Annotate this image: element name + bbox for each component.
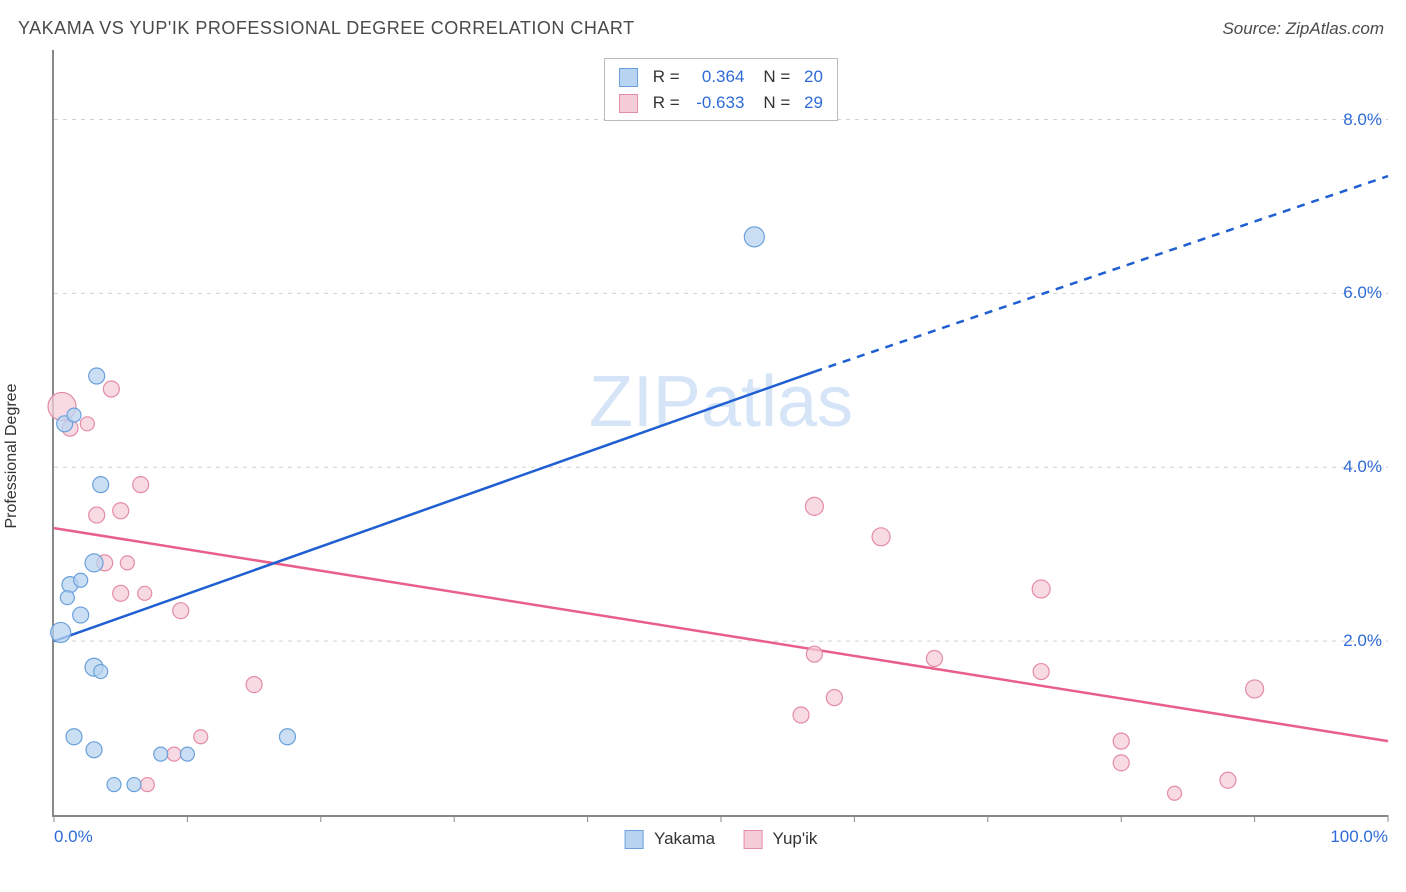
x-max-label: 100.0% xyxy=(1330,827,1388,847)
plot-area: ZIPatlas R = 0.364 N = 20 R = -0.633 N =… xyxy=(52,50,1388,817)
y-tick-label: 6.0% xyxy=(1343,283,1382,303)
corr-row-yupik: R = -0.633 N = 29 xyxy=(619,90,823,116)
n-label: N = xyxy=(763,93,795,112)
y-tick-label: 4.0% xyxy=(1343,457,1382,477)
r-value-yakama: 0.364 xyxy=(684,64,744,90)
source-credit: Source: ZipAtlas.com xyxy=(1222,19,1384,39)
y-axis-title: Professional Degree xyxy=(3,384,21,529)
x-min-label: 0.0% xyxy=(54,827,93,847)
legend-item-yupik: Yup'ik xyxy=(743,829,817,849)
swatch-yakama xyxy=(619,68,638,87)
n-value-yupik: 29 xyxy=(795,90,823,116)
correlation-legend: R = 0.364 N = 20 R = -0.633 N = 29 xyxy=(604,58,838,121)
r-label: R = xyxy=(653,67,685,86)
r-value-yupik: -0.633 xyxy=(684,90,744,116)
swatch-yakama xyxy=(625,830,644,849)
swatch-yupik xyxy=(619,94,638,113)
n-label: N = xyxy=(763,67,795,86)
scatter-points xyxy=(54,50,1388,815)
y-tick-label: 8.0% xyxy=(1343,110,1382,130)
chart-title: YAKAMA VS YUP'IK PROFESSIONAL DEGREE COR… xyxy=(18,18,635,39)
r-label: R = xyxy=(653,93,685,112)
legend-label-yakama: Yakama xyxy=(654,829,715,848)
chart: Professional Degree ZIPatlas R = 0.364 N… xyxy=(18,50,1388,862)
swatch-yupik xyxy=(743,830,762,849)
series-legend: Yakama Yup'ik xyxy=(625,829,818,849)
n-value-yakama: 20 xyxy=(795,64,823,90)
header: YAKAMA VS YUP'IK PROFESSIONAL DEGREE COR… xyxy=(0,0,1406,49)
legend-label-yupik: Yup'ik xyxy=(773,829,818,848)
y-tick-label: 2.0% xyxy=(1343,631,1382,651)
legend-item-yakama: Yakama xyxy=(625,829,716,849)
corr-row-yakama: R = 0.364 N = 20 xyxy=(619,64,823,90)
